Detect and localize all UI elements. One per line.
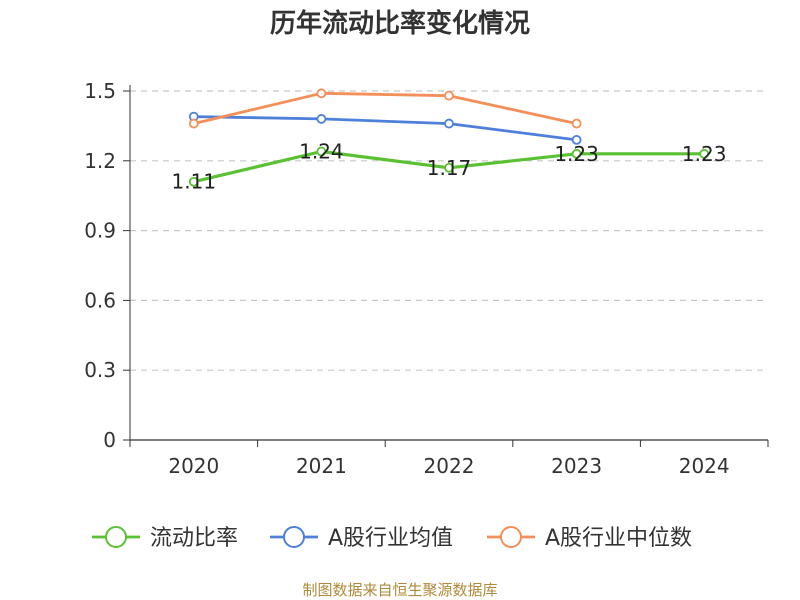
- series-line: [193, 91, 577, 125]
- data-labels: 1.11 1.24 1.17 1.23 1.23: [172, 139, 727, 193]
- y-tick-label: 0: [103, 428, 116, 452]
- y-tick-label: 0.9: [84, 219, 116, 243]
- data-point: [444, 90, 454, 101]
- data-point: [316, 146, 327, 157]
- y-tick-label: 1.5: [84, 79, 116, 103]
- chart-title: 历年流动比率变化情况: [270, 8, 530, 39]
- axes: 0 0.3 0.6 0.9 1.2 1.5 2020 2021 2022 2023 2024: [84, 79, 769, 478]
- legend-marker-icon: [283, 526, 305, 548]
- x-tick-label: 2024: [679, 454, 730, 478]
- data-label: 1.17: [427, 156, 472, 180]
- data-point: [188, 118, 199, 129]
- series-industry-mean: [188, 111, 582, 145]
- legend-label: A股行业中位数: [545, 526, 692, 551]
- data-point: [571, 118, 582, 129]
- data-point: [188, 176, 199, 187]
- data-label: 1.23: [554, 142, 599, 166]
- source-footnote: 制图数据来自恒生聚源数据库: [302, 581, 497, 599]
- data-point: [699, 148, 710, 159]
- data-point: [444, 162, 454, 173]
- data-label: 1.24: [299, 139, 344, 163]
- data-point: [316, 114, 327, 124]
- series-industry-median: [188, 88, 582, 129]
- y-tick-label: 0.6: [84, 288, 116, 312]
- data-point: [571, 148, 582, 159]
- x-tick-label: 2023: [551, 454, 602, 478]
- x-tick-label: 2022: [424, 454, 475, 478]
- data-point: [444, 118, 454, 129]
- data-point: [316, 88, 327, 99]
- legend-marker-icon: [500, 526, 522, 548]
- x-tick-label: 2021: [296, 454, 347, 478]
- y-tick-label: 1.2: [84, 149, 116, 173]
- data-label: 1.23: [682, 142, 727, 166]
- legend[interactable]: 流动比率 A股行业均值 A股行业中位数: [92, 526, 692, 551]
- legend-item-current-ratio[interactable]: 流动比率: [92, 526, 238, 551]
- data-point: [571, 134, 582, 145]
- series-current-ratio: [188, 146, 710, 187]
- legend-marker-icon: [105, 526, 127, 548]
- data-label: 1.11: [172, 170, 217, 194]
- series-line: [193, 115, 577, 142]
- x-tick-label: 2020: [168, 454, 219, 478]
- grid-lines: [130, 90, 768, 371]
- legend-item-industry-mean[interactable]: A股行业均值: [270, 526, 453, 551]
- series: [188, 88, 710, 187]
- y-tick-label: 0.3: [84, 358, 116, 382]
- legend-label: A股行业均值: [328, 526, 453, 551]
- legend-item-industry-median[interactable]: A股行业中位数: [487, 526, 692, 551]
- legend-label: 流动比率: [150, 526, 238, 551]
